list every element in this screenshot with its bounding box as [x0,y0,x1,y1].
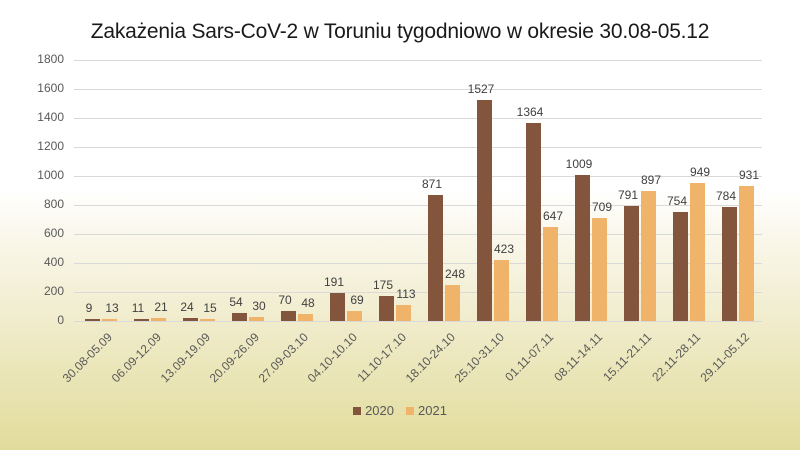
bar-2021 [346,310,362,321]
y-tick-label: 600 [43,226,64,240]
data-label: 48 [301,296,315,311]
x-tick-label: 20.09-26.09 [206,330,262,386]
bar-2021 [542,227,558,321]
data-label: 709 [591,200,613,215]
bar-2021 [248,316,264,321]
data-label: 871 [421,176,443,191]
gridline [74,89,762,90]
data-label: 15 [203,300,217,315]
data-label: 1364 [516,105,544,120]
bar-2021 [297,314,313,321]
data-label: 791 [617,188,639,203]
data-label: 423 [493,241,515,256]
bar-2021 [101,319,117,321]
x-tick-label: 30.08-05.09 [59,330,115,386]
bar-2021 [640,190,656,321]
data-label: 69 [350,292,364,307]
y-tick-label: 0 [57,313,64,327]
data-label: 191 [323,275,345,290]
data-label: 9 [85,301,93,315]
bar-2021 [199,318,215,321]
legend-item-2021: 2021 [406,403,447,418]
data-label: 1009 [565,156,593,171]
bar-2020 [231,313,247,321]
bar-2020 [476,99,492,321]
bar-2020 [672,211,688,321]
bar-2020 [721,207,737,321]
bar-2020 [525,123,541,321]
gridline [74,147,762,148]
gridline [74,205,762,206]
x-tick-label: 22.11-28.11 [648,330,703,384]
gridline [74,234,762,235]
gridline [74,292,762,293]
data-label: 754 [666,193,688,208]
gridline [74,176,762,177]
bar-2020 [574,174,590,321]
legend-swatch-icon [406,406,414,415]
data-label: 1527 [467,81,495,96]
x-tick-label: 27.09-03.10 [255,330,311,386]
data-label: 931 [738,168,760,182]
data-label: 175 [372,277,394,292]
x-tick-label: 06.09-12.09 [108,330,164,386]
y-tick-label: 1200 [37,139,64,153]
legend: 2020 2021 [0,403,800,418]
bar-2020 [84,319,100,321]
data-label: 949 [689,165,711,180]
bar-2020 [329,293,345,321]
bar-2020 [378,295,394,321]
bar-2020 [133,319,149,321]
data-label: 24 [180,299,194,314]
bar-2021 [591,218,607,321]
x-tick-label: 29.11-05.12 [697,330,752,385]
bar-2020 [280,310,296,321]
y-tick-label: 1600 [37,81,64,95]
x-tick-label: 08.11-14.11 [550,330,605,384]
data-label: 70 [278,292,292,307]
x-tick-label: 13.09-19.09 [157,330,213,386]
bar-2021 [738,186,754,321]
data-label: 113 [396,286,416,301]
data-label: 30 [252,298,266,313]
bar-2021 [493,259,509,321]
chart-title: Zakażenia Sars-CoV-2 w Toruniu tygodniow… [90,20,710,43]
bar-2020 [623,206,639,321]
data-label: 647 [542,209,564,224]
data-label: 784 [715,189,737,204]
data-label: 11 [131,301,145,315]
y-tick-label: 400 [43,255,64,269]
data-label: 21 [154,299,168,314]
legend-label: 2020 [365,403,394,418]
y-tick-label: 200 [43,284,64,298]
bar-2021 [689,183,705,321]
y-tick-label: 1000 [37,168,64,182]
x-tick-label: 25.10-31.10 [451,330,507,386]
x-tick-label: 11.10-17.10 [354,330,409,385]
bar-2020 [427,194,443,321]
data-label: 13 [105,301,119,315]
legend-label: 2021 [418,403,447,418]
legend-item-2020: 2020 [353,403,394,418]
bar-2021 [150,317,166,321]
data-label: 248 [444,267,466,282]
bar-2020 [182,317,198,321]
legend-swatch-icon [353,406,362,415]
y-tick-label: 1400 [37,110,64,124]
y-tick-label: 1800 [37,52,64,66]
gridline [74,263,762,264]
x-tick-label: 15.11-21.11 [599,330,654,384]
x-tick-label: 18.10-24.10 [402,330,458,386]
x-tick-label: 04.10-10.10 [304,330,360,386]
gridline [74,60,762,61]
data-label: 54 [229,295,243,310]
x-tick-label: 01.11-07.11 [501,330,556,384]
y-tick-label: 800 [43,197,64,211]
gridline [74,321,762,322]
gridline [74,118,762,119]
bar-2021 [444,285,460,321]
bar-2021 [395,304,411,321]
data-label: 897 [640,172,662,187]
